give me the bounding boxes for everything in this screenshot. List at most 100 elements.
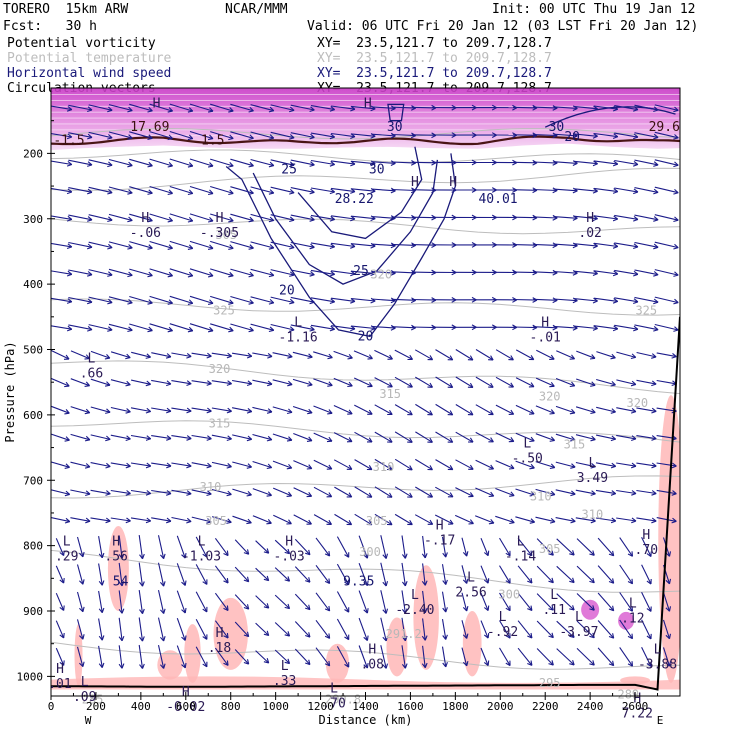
circulation-vector <box>270 159 295 168</box>
circulation-vector <box>110 489 131 496</box>
circulation-vector <box>255 595 270 609</box>
circulation-vector <box>313 486 333 498</box>
circulation-vector <box>118 645 125 669</box>
circulation-vector <box>55 592 65 611</box>
circulation-vector <box>517 537 533 557</box>
circulation-vector <box>272 433 293 442</box>
circulation-vector <box>151 489 172 496</box>
y-tick-label: 600 <box>23 409 43 422</box>
circulation-vector <box>619 647 634 667</box>
circulation-vector <box>70 433 91 442</box>
circulation-vector <box>310 105 335 112</box>
circulation-vector <box>595 434 617 442</box>
circulation-vector <box>575 434 596 442</box>
field-name-pv: Potential vorticity <box>7 36 156 51</box>
circulation-vector <box>250 268 275 278</box>
circulation-vector <box>358 645 369 669</box>
circulation-vector <box>512 297 538 303</box>
circulation-vector <box>595 462 617 469</box>
extremum-value: .33 <box>273 674 296 689</box>
extremum-marker: L <box>198 535 206 550</box>
extremum-value: .70 <box>322 697 345 712</box>
circulation-vector <box>292 378 313 387</box>
circulation-vector <box>98 618 105 641</box>
extremum-marker: H <box>56 662 64 677</box>
y-tick-label: 700 <box>23 474 43 487</box>
circulation-vector <box>290 324 315 332</box>
circulation-vector <box>641 592 652 612</box>
extremum-value: .56 <box>104 550 127 565</box>
circulation-vector <box>380 535 389 559</box>
circulation-vector <box>634 187 659 195</box>
circulation-vector <box>51 517 71 524</box>
circulation-vector <box>641 564 652 585</box>
circulation-vector <box>333 377 353 388</box>
circulation-vector <box>108 241 133 250</box>
circulation-vector <box>575 517 596 524</box>
circulation-vector <box>614 187 639 195</box>
circulation-vector <box>210 158 234 168</box>
circulation-vector <box>435 376 454 388</box>
circulation-vector <box>475 459 495 470</box>
circulation-vector <box>556 350 576 360</box>
circulation-vector <box>654 214 679 223</box>
pv-label: 17.69 <box>130 120 169 135</box>
circulation-vector <box>255 567 270 582</box>
circulation-vector <box>210 185 234 196</box>
circulation-vector <box>461 620 469 639</box>
circulation-vector <box>274 567 291 582</box>
circulation-vector <box>157 589 166 614</box>
circulation-vector <box>214 620 229 639</box>
circulation-vector <box>656 462 677 469</box>
circulation-vector <box>138 590 145 614</box>
circulation-vector <box>250 186 275 195</box>
circulation-vector <box>176 563 187 586</box>
circulation-vector <box>169 103 194 113</box>
circulation-vector <box>211 407 232 414</box>
circulation-vector <box>214 537 229 557</box>
circulation-vector <box>455 349 474 361</box>
circulation-vector <box>517 565 533 584</box>
wind-speed-contour <box>387 103 405 122</box>
circulation-vector <box>334 486 353 498</box>
circulation-vector <box>169 158 194 168</box>
field-name-theta: Potential temperature <box>7 51 172 66</box>
circulation-vector <box>310 297 335 305</box>
circulation-vector <box>171 489 192 496</box>
circulation-vector <box>234 649 250 665</box>
circulation-vector <box>129 158 153 168</box>
circulation-vector <box>619 592 634 612</box>
circulation-vector <box>310 187 335 195</box>
wind-speed-contour <box>225 153 457 338</box>
west-label: W <box>85 714 92 727</box>
circulation-vector <box>88 159 113 168</box>
theta-label: 300 <box>359 545 381 559</box>
circulation-vector <box>274 622 291 637</box>
circulation-vector <box>495 404 515 415</box>
east-label: E <box>657 714 664 727</box>
circulation-vector <box>108 104 133 113</box>
speed-label: 40.01 <box>478 192 517 207</box>
theta-label: 310 <box>582 507 604 521</box>
circulation-vector <box>189 185 214 196</box>
circulation-vector <box>401 590 408 614</box>
circulation-vector <box>231 407 253 414</box>
circulation-vector <box>230 213 254 223</box>
circulation-vector <box>421 645 428 669</box>
circulation-vector <box>593 160 619 167</box>
circulation-vector <box>556 565 575 584</box>
circulation-vector <box>515 404 535 415</box>
header-fcst: Fcst: 30 h <box>3 19 97 34</box>
circulation-vector <box>51 187 73 195</box>
circulation-vector <box>176 618 187 641</box>
circulation-vector <box>512 269 538 276</box>
circulation-vector <box>189 213 214 223</box>
circulation-vector <box>292 351 313 359</box>
theta-contour <box>51 420 680 443</box>
circulation-vector <box>495 487 515 497</box>
circulation-vector <box>210 268 234 278</box>
circulation-vector <box>191 380 212 386</box>
circulation-vector <box>272 460 293 470</box>
circulation-vector <box>358 535 369 559</box>
circulation-vector <box>333 404 353 415</box>
